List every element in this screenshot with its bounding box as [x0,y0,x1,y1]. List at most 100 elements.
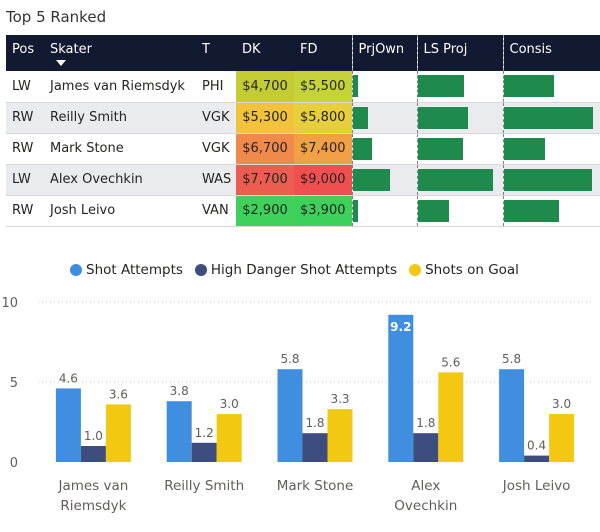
table-header-row: Pos Skater T DK FD PrjOwn LS Proj Consis [6,35,600,71]
cell-lsproj [416,195,503,227]
x-tick-label: Riemsdyk [60,498,126,514]
cell-fd: $7,400 [294,133,352,165]
bar-2-1 [216,414,242,462]
cell-consis [502,195,600,227]
data-label: 0.4 [527,439,546,453]
data-label: 1.0 [84,429,103,443]
bar-1-2 [302,433,328,462]
x-tick-label: Ovechkin [394,498,457,514]
header-skater[interactable]: Skater [44,35,196,71]
x-tick-label: Mark Stone [277,478,354,494]
cell-prjown [351,195,417,227]
legend-item-shots-on-goal[interactable]: Shots on Goal [409,262,519,278]
cell-fd: $3,900 [294,195,352,227]
cell-skater: Reilly Smith [44,102,196,134]
data-label: 1.8 [416,416,435,430]
table-title: Top 5 Ranked [6,8,107,26]
cell-pos: LW [6,164,44,196]
cell-pos: LW [6,71,44,103]
cell-consis [502,71,600,103]
cell-fd: $5,800 [294,102,352,134]
consis-bar [504,168,592,191]
header-team[interactable]: T [202,42,210,57]
table-row[interactable]: LW James van Riemsdyk PHI $4,700 $5,500 [6,71,600,103]
cell-lsproj [416,71,503,103]
cell-prjown [351,71,417,103]
data-label: 1.8 [305,416,324,430]
header-consis[interactable]: Consis [502,35,600,71]
consis-bar [504,75,554,97]
data-label: 3.6 [109,387,128,401]
legend-label: Shots on Goal [425,262,519,278]
lsproj-bar [418,106,468,129]
lsproj-bar [418,168,493,191]
legend-item-high-danger[interactable]: High Danger Shot Attempts [194,262,398,278]
prjown-bar [353,75,358,97]
bar-2-0 [105,404,131,462]
header-dk[interactable]: DK [242,42,261,57]
cell-prjown [351,102,417,134]
legend-label: High Danger Shot Attempts [210,262,398,278]
prjown-bar [353,106,368,129]
bar-0-0 [55,388,81,462]
cell-prjown [351,133,417,165]
prjown-bar [353,168,390,191]
header-pos[interactable]: Pos [12,42,35,57]
cell-fd: $5,500 [294,71,352,103]
bar-1-4 [524,455,550,462]
cell-pos: RW [6,102,44,134]
bar-1-0 [80,446,106,462]
cell-lsproj [416,133,503,165]
data-label: 3.0 [552,397,571,411]
ranked-table: Pos Skater T DK FD PrjOwn LS Proj Consis… [6,35,600,227]
bar-1-3 [413,433,439,462]
cell-prjown [351,164,417,196]
legend-dot-icon [194,264,207,276]
data-label: 5.6 [441,355,460,369]
cell-dk: $4,700 [236,71,294,103]
cell-team: PHI [196,71,236,103]
table-row[interactable]: LW Alex Ovechkin WAS $7,700 $9,000 [6,164,600,196]
header-fd[interactable]: FD [300,42,318,57]
cell-team: VGK [196,102,236,134]
y-tick-label: 5 [10,376,18,391]
cell-fd: $9,000 [294,164,352,196]
cell-team: VGK [196,133,236,165]
cell-skater: Mark Stone [44,133,196,165]
cell-consis [502,133,600,165]
data-label: 5.8 [502,352,521,366]
header-prjown[interactable]: PrjOwn [351,35,417,71]
bar-1-1 [191,442,217,462]
cell-team: VAN [196,195,236,227]
legend-label: Shot Attempts [86,262,183,278]
cell-consis [502,164,600,196]
cell-consis [502,102,600,134]
legend-dot-icon [409,264,422,276]
cell-skater: James van Riemsdyk [44,71,196,103]
cell-dk: $2,900 [236,195,294,227]
header-lsproj[interactable]: LS Proj [416,35,503,71]
cell-dk: $6,700 [236,133,294,165]
data-label: 1.2 [195,426,214,440]
cell-pos: RW [6,133,44,165]
bar-2-4 [549,414,575,462]
bar-0-4 [499,369,525,462]
data-label: 3.3 [330,392,349,406]
data-label: 4.6 [59,371,78,385]
lsproj-bar [418,137,463,160]
y-tick-label: 10 [1,296,18,311]
cell-lsproj [416,164,503,196]
cell-lsproj [416,102,503,134]
table-row[interactable]: RW Mark Stone VGK $6,700 $7,400 [6,133,600,165]
lsproj-bar [418,75,464,97]
legend-item-shot-attempts[interactable]: Shot Attempts [70,262,183,278]
cell-skater: Alex Ovechkin [44,164,196,196]
table-row[interactable]: RW Reilly Smith VGK $5,300 $5,800 [6,102,600,134]
table-row[interactable]: RW Josh Leivo VAN $2,900 $3,900 [6,195,600,227]
bar-0-3 [388,314,414,462]
prjown-bar [353,199,358,222]
y-tick-label: 0 [10,456,18,471]
bar-chart: 0 5 10 4.6 1.0 3.6 James van Riemsdyk 3.8 1.2 3.0 R… [1,296,592,514]
cell-dk: $5,300 [236,102,294,134]
x-tick-label: Alex [411,478,440,494]
